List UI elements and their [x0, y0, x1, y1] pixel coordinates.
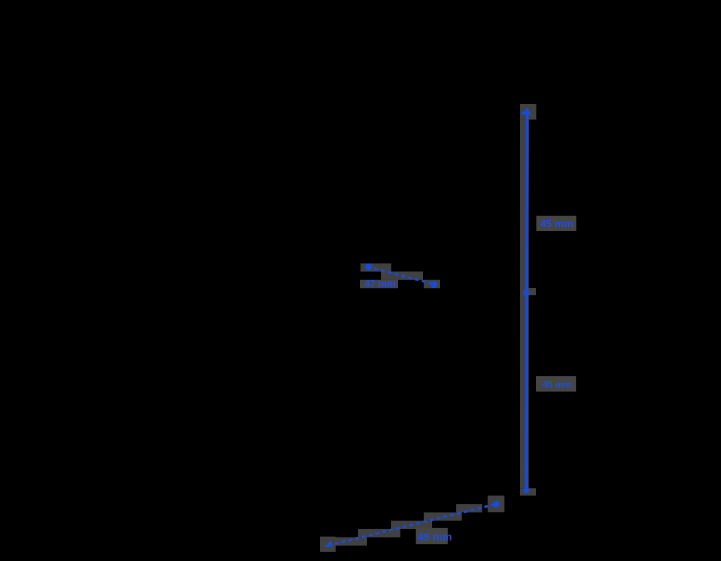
- svg-text:45 mm: 45 mm: [540, 218, 573, 230]
- svg-text:45 mm: 45 mm: [543, 379, 572, 389]
- svg-text:49 mm: 49 mm: [418, 531, 452, 543]
- svg-text:47 mm: 47 mm: [365, 279, 396, 290]
